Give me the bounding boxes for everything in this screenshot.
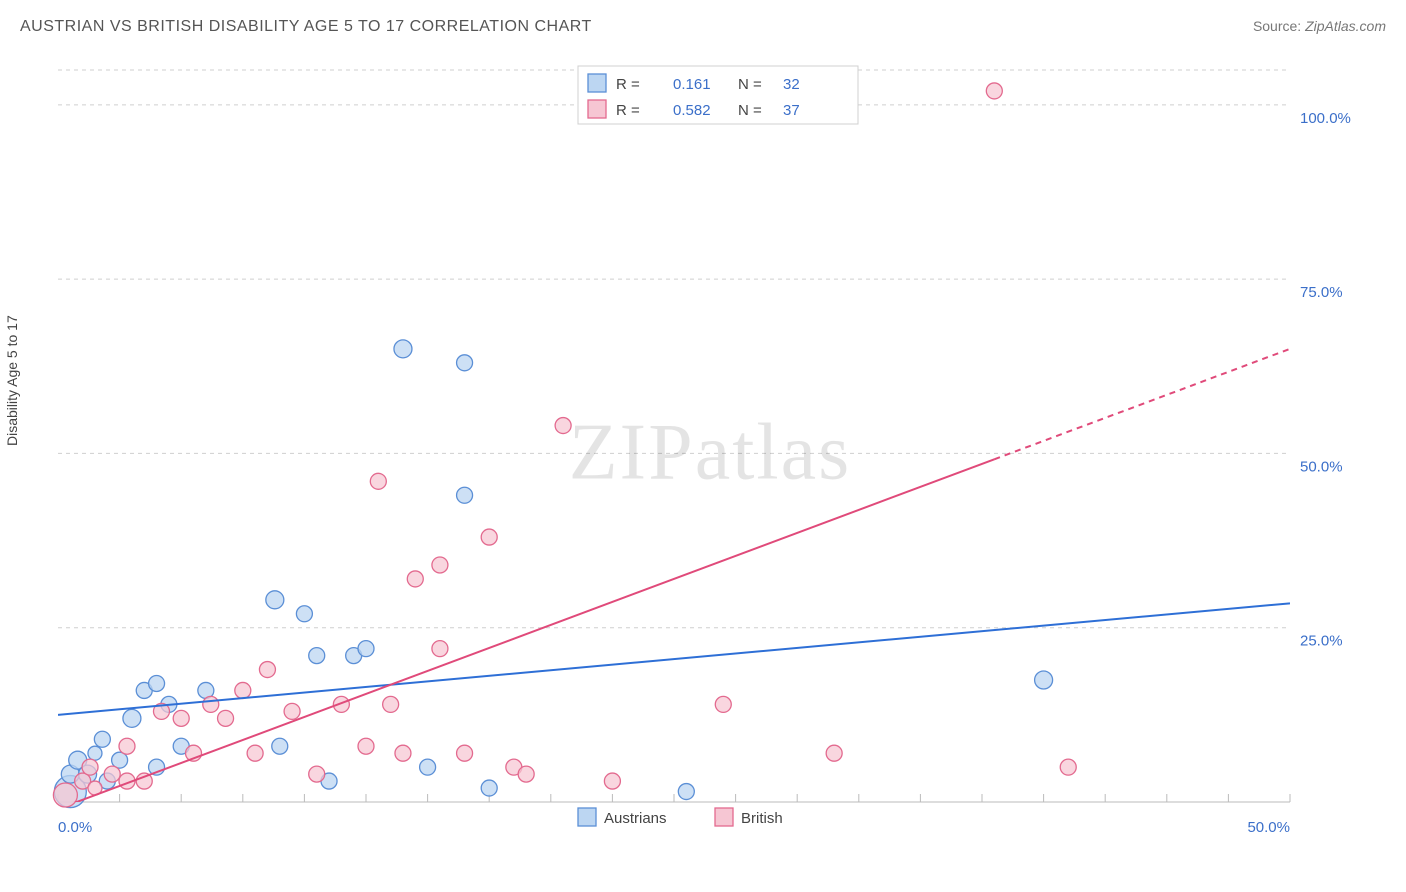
stats-r-value: 0.582 [673,102,711,119]
trend-line [58,459,994,809]
data-point [358,641,374,657]
data-point [173,710,189,726]
x-tick-label: 0.0% [58,819,92,836]
data-point [555,418,571,434]
source-value: ZipAtlas.com [1305,18,1386,34]
stats-r-value: 0.161 [673,76,711,93]
data-point [119,738,135,754]
chart-container: AUSTRIAN VS BRITISH DISABILITY AGE 5 TO … [0,0,1406,892]
y-tick-label: 75.0% [1300,284,1343,301]
data-point [284,703,300,719]
data-point [407,571,423,587]
chart-svg: 25.0% 50.0% 75.0% 100.0% 0.0% 50.0% ZIPatlas R … [50,60,1370,850]
data-point [826,745,842,761]
data-point [395,745,411,761]
y-tick-label: 100.0% [1300,110,1351,127]
data-point [218,710,234,726]
data-point [481,780,497,796]
y-tick-label: 25.0% [1300,633,1343,650]
data-point [457,745,473,761]
data-point [370,473,386,489]
stats-swatch [588,100,606,118]
stats-swatch [588,74,606,92]
watermark: ZIPatlas [569,409,852,497]
data-point [123,709,141,727]
stats-n-label: N = [738,102,762,119]
data-point [309,766,325,782]
data-point [518,766,534,782]
data-point [420,759,436,775]
legend-swatch [715,808,733,826]
chart-title: AUSTRIAN VS BRITISH DISABILITY AGE 5 TO … [20,18,592,36]
data-point [604,773,620,789]
data-point [678,784,694,800]
data-point [53,783,77,807]
data-point [82,759,98,775]
stats-r-label: R = [616,76,640,93]
data-point [309,648,325,664]
data-point [457,487,473,503]
legend-swatch [578,808,596,826]
data-point [432,641,448,657]
data-point [481,529,497,545]
data-point [986,83,1002,99]
legend-label: Austrians [604,810,667,827]
trend-line [58,603,1290,715]
data-point [432,557,448,573]
data-point [149,675,165,691]
data-point [715,696,731,712]
data-point [457,355,473,371]
stats-n-label: N = [738,76,762,93]
stats-r-label: R = [616,102,640,119]
source-attribution: Source: ZipAtlas.com [1253,18,1386,34]
y-axis-label: Disability Age 5 to 17 [4,315,20,446]
data-point [247,745,263,761]
data-point [266,591,284,609]
y-tick-label: 50.0% [1300,458,1343,475]
stats-n-value: 37 [783,102,800,119]
data-point [104,766,120,782]
stats-n-value: 32 [783,76,800,93]
data-point [383,696,399,712]
data-point [259,662,275,678]
data-point [1060,759,1076,775]
legend-label: British [741,810,783,827]
data-point [88,746,102,760]
data-point [296,606,312,622]
data-point [272,738,288,754]
data-point [203,696,219,712]
data-point [394,340,412,358]
x-tick-label: 50.0% [1247,819,1290,836]
plot-area: 25.0% 50.0% 75.0% 100.0% 0.0% 50.0% ZIPatlas R … [50,60,1370,850]
data-point [358,738,374,754]
trend-line-dashed [994,349,1290,459]
data-point [1035,671,1053,689]
source-label: Source: [1253,18,1301,34]
data-point [235,682,251,698]
data-point [94,731,110,747]
